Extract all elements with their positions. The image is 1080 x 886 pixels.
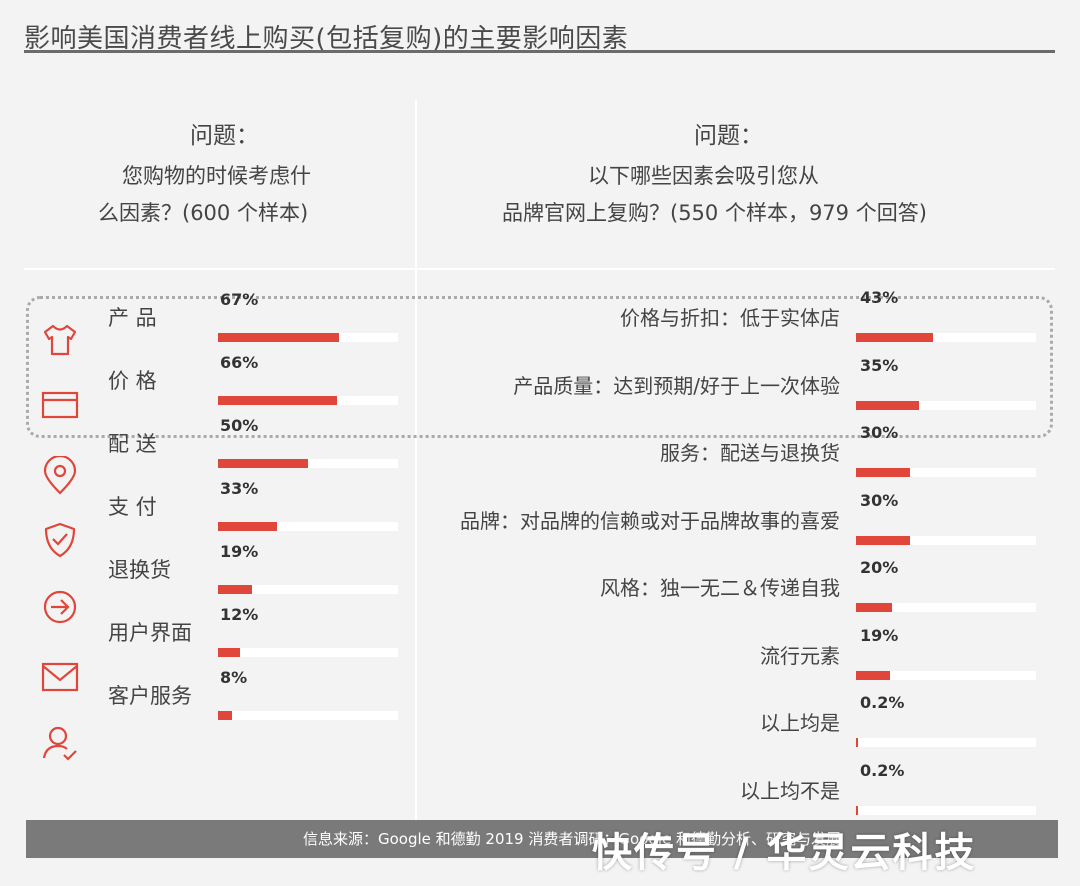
- highlight-box: [26, 296, 1053, 438]
- right-bar-track: [856, 805, 1036, 815]
- right-value-label: 19%: [860, 625, 899, 645]
- left-bar: [218, 648, 240, 657]
- right-category-label: 流行元素: [760, 643, 840, 668]
- source-footer: 信息来源：Google 和德勤 2019 消费者调研：Google 和德勤分析、…: [26, 820, 1058, 858]
- left-bar: [218, 711, 233, 720]
- left-question-line1: 您购物的时候考虑什: [122, 164, 311, 188]
- right-bar: [856, 603, 892, 612]
- left-bar-track: [218, 333, 398, 342]
- shirt-icon: [43, 324, 77, 356]
- location-pin-icon: [43, 456, 77, 495]
- right-category-label: 产品质量：达到预期/好于上一次体验: [513, 373, 840, 398]
- right-value-label: 35%: [860, 355, 899, 375]
- right-bar: [856, 468, 910, 477]
- right-category-label: 以上均是: [760, 711, 840, 735]
- left-bar: [218, 585, 253, 594]
- right-bar-track: [856, 400, 1036, 410]
- left-value-label: 8%: [220, 668, 248, 687]
- left-bar: [218, 396, 337, 405]
- right-bar-track: [856, 738, 1036, 747]
- left-bar-track: [218, 711, 398, 720]
- right-question-line2: 品牌官网上复购？(550 个样本，979 个回答): [502, 201, 927, 225]
- left-category-label: 配 送: [108, 432, 157, 456]
- right-value-label: 0.2%: [860, 760, 905, 780]
- left-value-label: 33%: [220, 479, 259, 498]
- left-question-line2: 么因素？(600 个样本): [98, 201, 309, 225]
- right-category-label: 风格：独一无二＆传递自我: [600, 576, 840, 600]
- left-bar-track: [218, 522, 398, 531]
- column-divider: [415, 100, 417, 820]
- right-bar: [856, 333, 934, 342]
- title-underline: [24, 50, 1055, 53]
- return-arrow-icon: [43, 590, 77, 624]
- left-category-label: 退换货: [108, 558, 171, 582]
- left-bar: [218, 459, 308, 468]
- left-value-label: 66%: [220, 353, 259, 372]
- left-category-label: 用户界面: [108, 621, 192, 645]
- right-category-label: 服务：配送与退换货: [660, 441, 840, 465]
- left-bar-track: [218, 459, 398, 468]
- right-bar: [856, 400, 919, 410]
- right-bar-track: [856, 535, 1036, 545]
- left-category-label: 价 格: [108, 369, 157, 393]
- right-category-label: 品牌：对品牌的信赖或对于品牌故事的喜爱: [460, 508, 840, 533]
- right-value-label: 30%: [860, 423, 899, 442]
- right-bar-track: [856, 468, 1036, 477]
- source-text: 信息来源：Google 和德勤 2019 消费者调研：Google 和德勤分析、…: [302, 830, 842, 848]
- right-question-heading: 问题：: [694, 123, 763, 149]
- right-bar: [856, 670, 891, 680]
- left-category-label: 产 品: [108, 306, 157, 330]
- right-bar-track: [856, 670, 1036, 680]
- left-bar-track: [218, 648, 398, 657]
- left-bar: [218, 522, 278, 531]
- right-bar-track: [856, 333, 1036, 342]
- left-bar-track: [218, 585, 398, 594]
- mail-icon: [41, 662, 79, 692]
- right-bar: [856, 738, 858, 747]
- right-category-label: 价格与折扣：低于实体店: [620, 306, 840, 330]
- right-bar: [856, 535, 910, 545]
- right-category-label: 以上均不是: [740, 778, 840, 803]
- left-bar: [218, 333, 339, 342]
- left-value-label: 12%: [220, 605, 259, 624]
- right-value-label: 43%: [860, 288, 899, 307]
- user-check-icon: [42, 726, 77, 761]
- left-question-heading: 问题：: [190, 123, 259, 149]
- credit-card-icon: [41, 391, 79, 419]
- left-value-label: 50%: [220, 416, 259, 435]
- left-value-label: 67%: [220, 290, 259, 309]
- left-bar-track: [218, 396, 398, 405]
- right-question-line1: 以下哪些因素会吸引您从: [588, 164, 819, 188]
- shield-check-icon: [44, 522, 76, 558]
- right-bar-track: [856, 603, 1036, 612]
- left-category-label: 支 付: [108, 495, 157, 519]
- right-value-label: 20%: [860, 558, 899, 577]
- page-title: 影响美国消费者线上购买(包括复购)的主要影响因素: [24, 24, 629, 54]
- left-category-label: 客户服务: [108, 684, 192, 708]
- right-value-label: 30%: [860, 490, 899, 510]
- header-divider: [24, 268, 1055, 270]
- left-value-label: 19%: [220, 542, 259, 561]
- right-value-label: 0.2%: [860, 693, 905, 712]
- watermark: 快传号 / 华灵云科技: [592, 830, 977, 876]
- right-bar: [856, 805, 858, 815]
